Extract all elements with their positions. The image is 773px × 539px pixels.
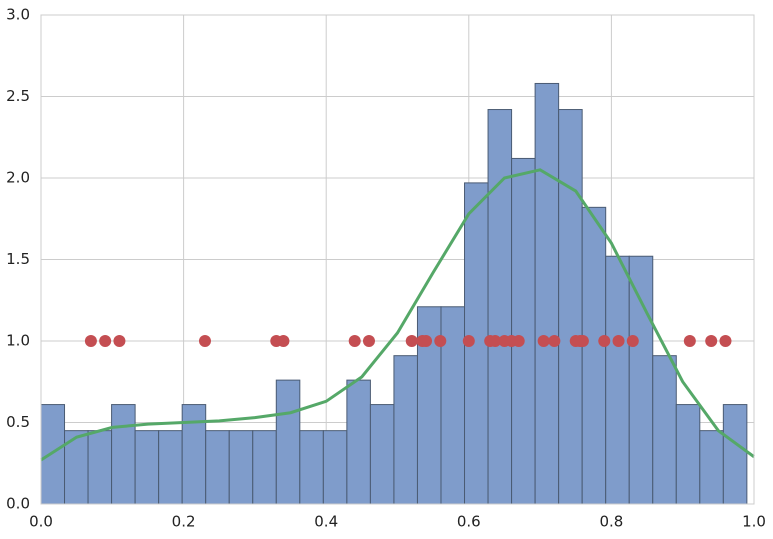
bar — [181, 404, 207, 505]
bar — [605, 255, 630, 505]
data-point — [462, 335, 475, 347]
data-point — [277, 335, 290, 347]
data-point — [576, 335, 589, 347]
bar — [628, 255, 654, 505]
data-point — [362, 335, 375, 347]
bar — [252, 430, 277, 505]
data-point — [598, 335, 611, 347]
bar — [675, 404, 701, 505]
y-tick-label: 0.5 — [6, 413, 30, 431]
data-point — [683, 335, 696, 347]
bar — [275, 379, 301, 505]
bar — [652, 355, 677, 505]
data-point — [99, 335, 112, 347]
data-point — [84, 335, 97, 347]
data-point — [626, 335, 639, 347]
data-point — [548, 335, 561, 347]
bar — [699, 430, 724, 505]
data-point — [612, 335, 625, 347]
x-tick-label: 0.2 — [172, 513, 196, 531]
x-tick-label: 1.0 — [742, 513, 766, 531]
bar — [228, 430, 254, 505]
data-point — [434, 335, 447, 347]
x-tick-label: 0.4 — [314, 513, 338, 531]
bar — [534, 82, 560, 505]
data-point — [537, 335, 550, 347]
bar — [581, 206, 607, 505]
bar — [40, 404, 66, 505]
bar — [346, 379, 371, 505]
density-line — [40, 168, 755, 462]
bar — [558, 109, 583, 505]
data-point — [719, 335, 732, 347]
data-point — [405, 335, 418, 347]
x-tick-label: 0.0 — [29, 513, 53, 531]
bar — [440, 306, 466, 505]
bar — [722, 404, 748, 505]
y-tick-label: 0.0 — [6, 495, 30, 513]
bar — [87, 430, 113, 505]
bar — [111, 404, 136, 505]
y-tick-label: 2.0 — [6, 169, 30, 187]
data-point — [420, 335, 433, 347]
data-point — [198, 335, 211, 347]
data-point — [705, 335, 718, 347]
bar — [369, 404, 395, 505]
plot-frame — [40, 14, 755, 505]
bar — [205, 430, 230, 505]
y-tick-label: 1.0 — [6, 332, 30, 350]
data-point — [489, 335, 502, 347]
bar — [299, 430, 324, 505]
bar — [158, 430, 183, 505]
y-tick-label: 2.5 — [6, 87, 30, 105]
data-point — [113, 335, 126, 347]
bar — [134, 430, 160, 505]
bar — [393, 355, 418, 505]
bar — [322, 430, 348, 505]
bar — [511, 157, 536, 505]
x-tick-label: 0.8 — [599, 513, 623, 531]
y-tick-label: 1.5 — [6, 250, 30, 268]
x-tick-label: 0.6 — [457, 513, 481, 531]
y-tick-label: 3.0 — [6, 6, 30, 24]
data-point — [512, 335, 525, 347]
data-point — [348, 335, 361, 347]
bar — [487, 109, 513, 505]
